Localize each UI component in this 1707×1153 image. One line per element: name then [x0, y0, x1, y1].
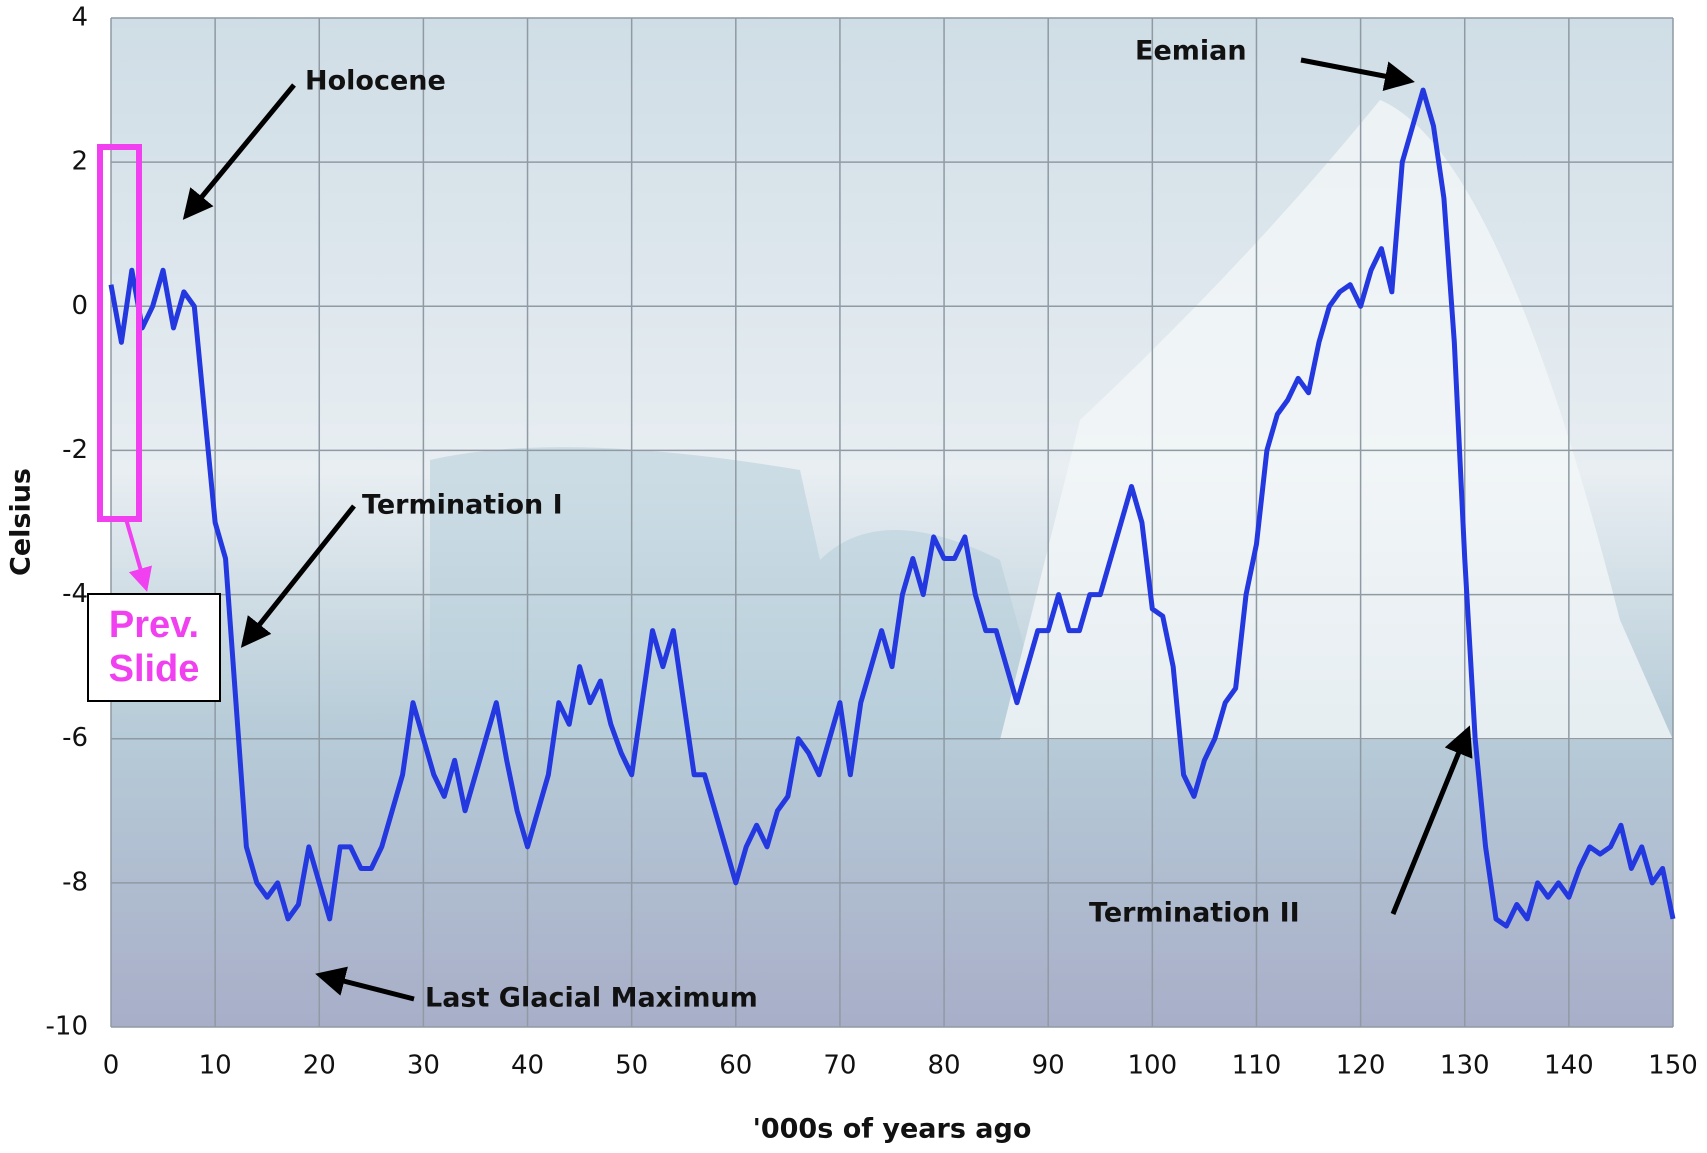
x-tick-label: 120 [1336, 1051, 1386, 1081]
y-tick-label: -6 [62, 723, 88, 753]
x-tick-label: 50 [615, 1051, 648, 1081]
iceberg [430, 447, 1050, 1028]
y-tick-label: 4 [71, 3, 88, 33]
x-tick-label: 90 [1032, 1051, 1065, 1081]
y-tick-label: -8 [62, 867, 88, 897]
x-tick-label: 150 [1648, 1051, 1698, 1081]
annotation: Eemian [1135, 36, 1247, 67]
x-tick-label: 40 [511, 1051, 544, 1081]
x-tick-label: 130 [1440, 1051, 1490, 1081]
x-tick-label: 110 [1232, 1051, 1282, 1081]
annotation-box: Prev. Slide [87, 593, 221, 702]
highlight-box [97, 144, 142, 522]
annotation: Holocene [305, 66, 446, 97]
x-tick-label: 10 [199, 1051, 232, 1081]
x-tick-label: 70 [823, 1051, 856, 1081]
y-axis-label: Celsius [6, 468, 37, 576]
iceberg [1000, 100, 1673, 740]
y-tick-label: -10 [46, 1012, 88, 1042]
x-tick-label: 60 [719, 1051, 752, 1081]
highlight-arrow [124, 518, 152, 592]
x-tick-label: 20 [303, 1051, 336, 1081]
annotation: Termination I [362, 490, 563, 521]
annotation: Last Glacial Maximum [425, 983, 758, 1014]
y-tick-label: 0 [71, 291, 88, 321]
data-line [108, 87, 1676, 929]
x-tick-label: 30 [407, 1051, 440, 1081]
y-tick-label: -2 [62, 435, 88, 465]
annotation: Termination II [1089, 898, 1300, 929]
x-tick-label: 140 [1544, 1051, 1594, 1081]
x-tick-label: 100 [1128, 1051, 1178, 1081]
y-tick-label: 2 [71, 147, 88, 177]
x-tick-label: 80 [928, 1051, 961, 1081]
y-tick-label: -4 [62, 579, 88, 609]
arrows [182, 57, 1473, 1002]
x-axis-label: '000s of years ago [753, 1114, 1032, 1145]
x-tick-label: 0 [103, 1051, 120, 1081]
